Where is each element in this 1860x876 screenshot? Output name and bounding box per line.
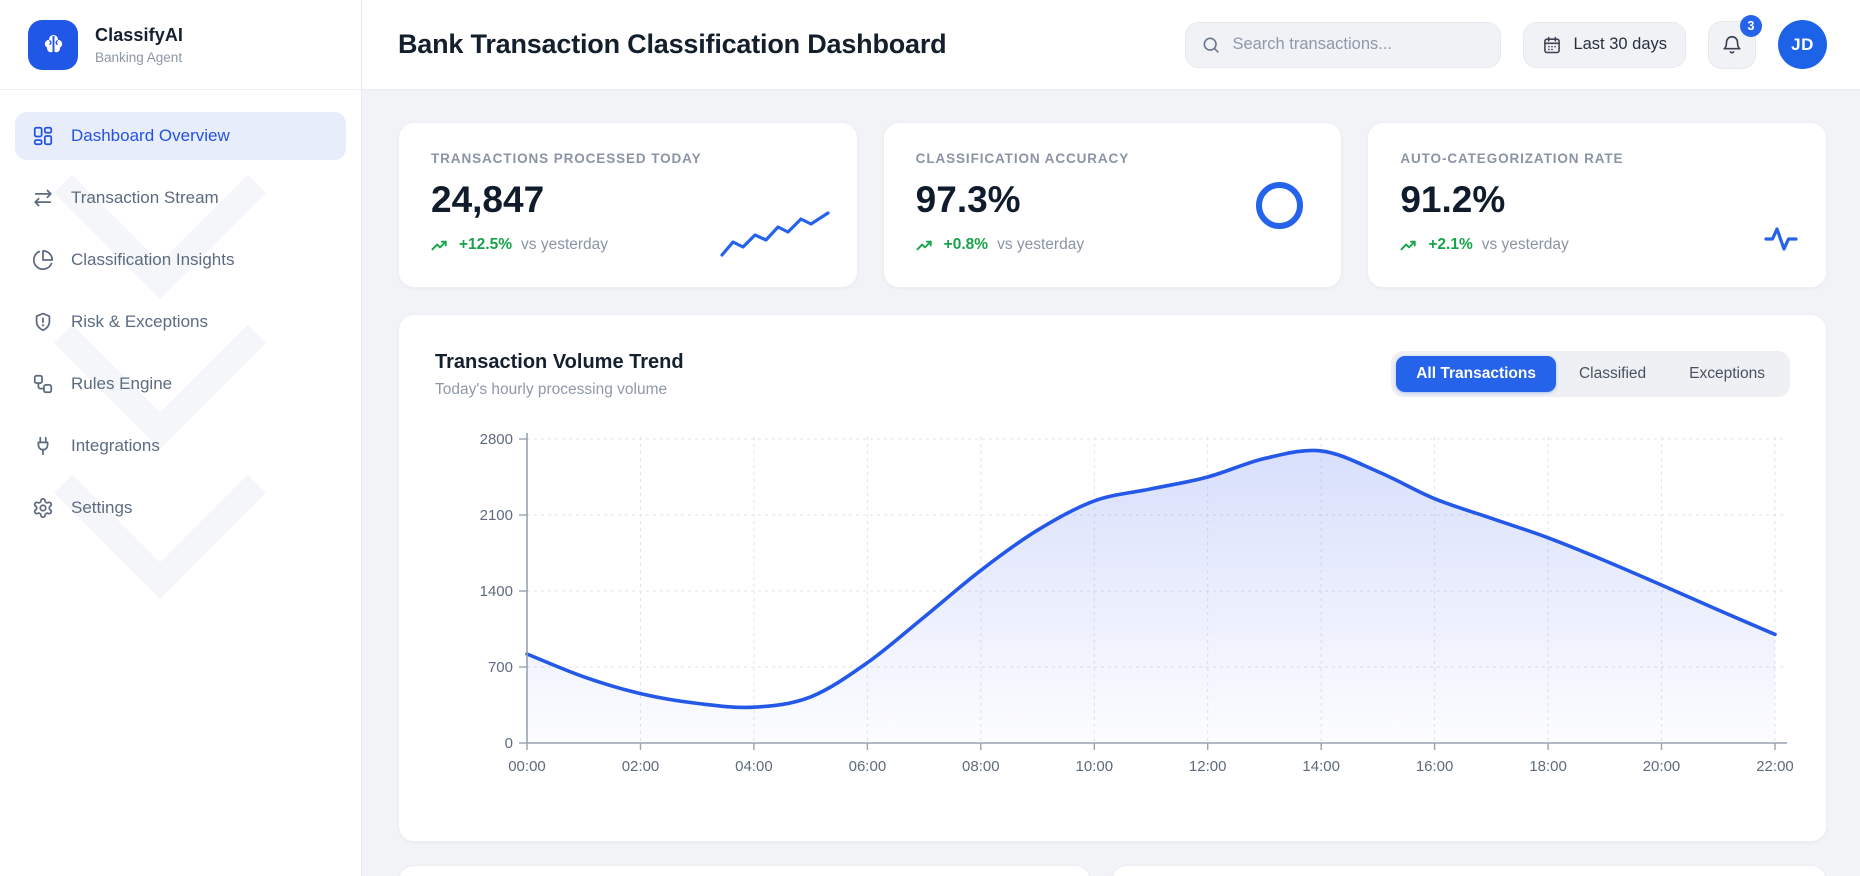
gear-icon <box>32 497 54 519</box>
x-tick-label: 02:00 <box>622 758 660 775</box>
pulse-activity-icon <box>1762 222 1800 261</box>
sidebar-item-label: Integrations <box>71 436 160 455</box>
workflow-icon <box>32 373 54 395</box>
sidebar-item-label: Dashboard Overview <box>71 126 230 145</box>
stat-change-note: vs yesterday <box>997 236 1085 253</box>
stat-change: +2.1% vs yesterday <box>1400 236 1794 254</box>
chart-card: Transaction Volume Trend Today's hourly … <box>398 314 1827 842</box>
x-tick-label: 10:00 <box>1076 758 1114 775</box>
avatar[interactable]: JD <box>1778 20 1827 69</box>
sidebar-item-label: Settings <box>71 498 133 517</box>
y-tick-label: 1400 <box>480 583 513 600</box>
app-tagline: Banking Agent <box>95 49 183 65</box>
next-row <box>398 865 1827 876</box>
stat-card-auto-categorization: AUTO-CATEGORIZATION RATE 91.2% +2.1% vs … <box>1367 122 1828 288</box>
partial-card-left <box>398 865 1092 876</box>
search-icon <box>1201 35 1221 55</box>
notifications-button[interactable]: 3 <box>1708 14 1762 69</box>
brand: ClassifyAI Banking Agent <box>0 0 361 90</box>
stat-value: 97.3% <box>915 179 1021 220</box>
chart-filter-tabs: All Transactions Classified Exceptions <box>1391 351 1790 397</box>
y-tick-label: 2800 <box>480 431 513 448</box>
stat-label: CLASSIFICATION ACCURACY <box>915 151 1130 166</box>
sidebar-item-settings[interactable]: Settings <box>15 484 346 532</box>
stat-card-classification-accuracy: CLASSIFICATION ACCURACY 97.3% +0.8% vs y… <box>882 122 1343 288</box>
stat-value: 91.2% <box>1400 179 1506 220</box>
page-title: Bank Transaction Classification Dashboar… <box>398 29 947 59</box>
notification-badge: 3 <box>1740 14 1762 37</box>
sidebar-item-rules-engine[interactable]: Rules Engine <box>15 360 346 408</box>
chart-subtitle: Today's hourly processing volume <box>435 381 668 398</box>
search-input[interactable] <box>1232 35 1486 54</box>
area-chart-svg: 0 700 1400 2100 2800 00:00 02:00 04:00 06:00 08:0… <box>480 431 1793 775</box>
stat-value: 24,847 <box>431 179 545 220</box>
sidebar-item-label: Classification Insights <box>71 250 235 269</box>
chart-title: Transaction Volume Trend <box>435 351 684 373</box>
stat-change-note: vs yesterday <box>1481 236 1569 253</box>
date-range-button[interactable]: Last 30 days <box>1523 21 1686 68</box>
tab-classified[interactable]: Classified <box>1559 356 1666 392</box>
trend-up-icon <box>431 238 450 252</box>
x-tick-label: 18:00 <box>1529 758 1567 775</box>
sparkline-icon <box>719 210 831 263</box>
x-tick-label: 04:00 <box>735 758 773 775</box>
y-tick-label: 0 <box>505 735 513 752</box>
x-tick-label: 22:00 <box>1756 758 1793 775</box>
sidebar-item-transaction-stream[interactable]: Transaction Stream <box>15 174 346 222</box>
partial-card-right <box>1111 865 1827 876</box>
stat-label: AUTO-CATEGORIZATION RATE <box>1400 151 1624 166</box>
stat-change: +12.5% vs yesterday <box>431 236 825 254</box>
y-tick-label: 700 <box>488 659 513 676</box>
main-content: TRANSACTIONS PROCESSED TODAY 24,847 +12.… <box>362 90 1860 876</box>
y-tick-label: 2100 <box>480 507 513 524</box>
brand-text: ClassifyAI Banking Agent <box>95 25 183 65</box>
main-column: Bank Transaction Classification Dashboar… <box>362 0 1860 876</box>
tab-all-transactions[interactable]: All Transactions <box>1396 356 1556 392</box>
x-tick-label: 16:00 <box>1416 758 1454 775</box>
bell-icon <box>1721 34 1743 56</box>
x-tick-label: 00:00 <box>508 758 546 775</box>
stat-change: +0.8% vs yesterday <box>916 236 1310 254</box>
sidebar-item-risk-exceptions[interactable]: Risk & Exceptions <box>15 298 346 346</box>
sidebar-item-dashboard-overview[interactable]: Dashboard Overview <box>15 112 346 160</box>
sidebar-item-classification-insights[interactable]: Classification Insights <box>15 236 346 284</box>
sidebar-item-label: Transaction Stream <box>71 188 219 207</box>
x-tick-label: 20:00 <box>1643 758 1681 775</box>
trend-up-icon <box>1400 238 1419 252</box>
calendar-icon <box>1542 35 1562 55</box>
stat-change-pct: +2.1% <box>1428 236 1473 253</box>
swap-arrows-icon <box>32 187 54 209</box>
ring-icon <box>1256 182 1304 229</box>
stat-change-note: vs yesterday <box>521 236 609 253</box>
sidebar: ClassifyAI Banking Agent Dashboard Overv… <box>0 0 362 876</box>
trend-up-icon <box>916 238 935 252</box>
stat-card-transactions-processed: TRANSACTIONS PROCESSED TODAY 24,847 +12.… <box>398 122 858 288</box>
x-tick-label: 08:00 <box>962 758 1000 775</box>
search-box <box>1185 21 1502 68</box>
stat-change-pct: +0.8% <box>943 236 989 253</box>
x-tick-label: 14:00 <box>1302 758 1340 775</box>
sidebar-nav: Dashboard Overview Transaction Stream Clas… <box>0 90 361 554</box>
plug-icon <box>32 435 54 457</box>
header: Bank Transaction Classification Dashboar… <box>362 0 1860 90</box>
x-tick-label: 12:00 <box>1189 758 1227 775</box>
stat-label: TRANSACTIONS PROCESSED TODAY <box>431 151 702 166</box>
brain-logo-icon <box>28 19 78 70</box>
sidebar-item-integrations[interactable]: Integrations <box>15 422 346 470</box>
chart-header: Transaction Volume Trend Today's hourly … <box>435 351 1790 399</box>
sidebar-item-label: Rules Engine <box>71 374 173 393</box>
x-tick-label: 06:00 <box>849 758 887 775</box>
date-range-label: Last 30 days <box>1573 35 1667 53</box>
stat-change-pct: +12.5% <box>459 236 513 253</box>
tab-exceptions[interactable]: Exceptions <box>1669 356 1785 392</box>
stats-row: TRANSACTIONS PROCESSED TODAY 24,847 +12.… <box>398 122 1828 288</box>
pie-chart-icon <box>32 249 54 271</box>
volume-trend-chart: 0 700 1400 2100 2800 00:00 02:00 04:00 06:00 08:0… <box>435 419 1793 787</box>
app-name: ClassifyAI <box>95 24 184 45</box>
shield-alert-icon <box>32 311 54 333</box>
dashboard-grid-icon <box>32 125 54 147</box>
chart-title-block: Transaction Volume Trend Today's hourly … <box>435 351 684 399</box>
sidebar-item-label: Risk & Exceptions <box>71 312 208 331</box>
